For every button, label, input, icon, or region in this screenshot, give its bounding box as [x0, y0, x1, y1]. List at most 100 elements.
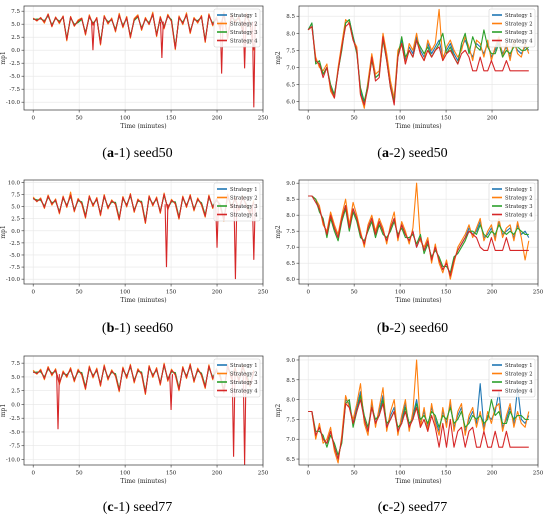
legend-label-1: Strategy 1 — [505, 13, 533, 19]
y-axis-label: mp2 — [275, 51, 282, 65]
y-tick-label: 5.0 — [11, 22, 20, 28]
legend-label-4: Strategy 4 — [505, 39, 533, 45]
x-tick-label: 0 — [31, 116, 35, 122]
legend-box — [488, 182, 536, 222]
y-tick-label: -5.0 — [9, 430, 20, 436]
y-axis-label: mp2 — [275, 404, 282, 418]
x-tick-label: 200 — [212, 116, 223, 122]
chart-a2: 0 50 100 150 200 6.0 6.5 7.0 7.5 8.0 8.5 Time (minu… — [275, 0, 550, 140]
series-spike — [159, 21, 164, 59]
y-axis-label: mp2 — [275, 225, 282, 239]
x-tick-label: 0 — [306, 471, 310, 477]
x-axis-label: Time (minutes) — [120, 123, 166, 130]
caption-b2: (b-2) seed60 — [376, 321, 449, 336]
y-tick-label: 8.0 — [286, 398, 295, 404]
y-tick-label: 7.5 — [11, 9, 20, 15]
chart-svg: 0 50 100 150 200 6.0 6.5 7.0 7.5 8.0 8.5 Time (minu… — [275, 5, 539, 130]
y-tick-label: -2.5 — [9, 61, 20, 67]
y-tick-label: 10.0 — [8, 180, 21, 186]
y-tick-label: 7.5 — [11, 361, 20, 367]
x-tick-label: 250 — [258, 471, 269, 477]
chart-svg: 0 50 100 150 200 250 -10.0 -7.5 -5.0 -2.5 0.0 2.5 5.… — [0, 5, 269, 130]
x-tick-label: 250 — [533, 471, 544, 477]
legend-label-3: Strategy 3 — [230, 30, 258, 36]
y-axis-label: mp1 — [0, 51, 7, 64]
legend-box — [213, 182, 261, 222]
legend-box — [488, 358, 536, 398]
x-axis-label: Time (minutes) — [395, 123, 441, 130]
legend-label-4: Strategy 4 — [230, 39, 258, 45]
plot-frame — [298, 355, 539, 466]
legend-label-2: Strategy 2 — [230, 196, 258, 202]
legend-label-1: Strategy 1 — [505, 363, 533, 369]
legend-label-2: Strategy 2 — [505, 196, 533, 202]
x-tick-label: 100 — [395, 471, 406, 477]
y-tick-label: 8.5 — [286, 378, 295, 384]
series-spike — [251, 204, 256, 260]
y-tick-label: 2.5 — [11, 35, 20, 41]
y-tick-label: 6.5 — [286, 457, 295, 463]
legend-label-4: Strategy 4 — [230, 389, 258, 395]
y-tick-label: 8.0 — [286, 213, 295, 219]
legend-label-2: Strategy 2 — [505, 22, 533, 28]
legend-label-4: Strategy 4 — [505, 213, 533, 219]
x-tick-label: 50 — [351, 290, 358, 296]
x-tick-label: 200 — [487, 116, 498, 122]
y-tick-label: -7.5 — [9, 265, 20, 271]
chart-c2: 0 50 100 150 200 250 6.5 7.0 7.5 8.0 8.5 9.0 Time (m… — [275, 350, 550, 495]
x-tick-label: 0 — [306, 116, 310, 122]
series-spike — [231, 374, 236, 457]
x-tick-label: 150 — [441, 116, 452, 122]
y-tick-label: 6.5 — [286, 261, 295, 267]
legend-label-3: Strategy 3 — [230, 380, 258, 386]
y-tick-label: 7.0 — [286, 245, 295, 251]
legend-label-2: Strategy 2 — [230, 372, 258, 378]
caption-c2: (c-2) seed77 — [377, 500, 448, 515]
x-tick-label: 0 — [31, 471, 35, 477]
series-spike — [233, 204, 238, 280]
series-line-2 — [308, 182, 530, 280]
x-axis-label: Time (minutes) — [120, 297, 166, 304]
caption-b1: (b-1) seed60 — [101, 321, 174, 336]
y-tick-label: 8.5 — [286, 14, 295, 20]
legend-label-3: Strategy 3 — [505, 380, 533, 386]
x-tick-label: 250 — [258, 290, 269, 296]
legend-label-3: Strategy 3 — [230, 204, 258, 210]
series-line-3 — [308, 395, 529, 456]
legend-box — [213, 358, 261, 398]
x-tick-label: 150 — [166, 116, 177, 122]
series-spike — [169, 374, 174, 410]
x-tick-label: 50 — [76, 290, 83, 296]
chart-svg: 0 50 100 150 200 250 -10.0 -7.5 -5.0 -2.5 0.0 2.5 5.… — [0, 179, 269, 304]
x-tick-label: 100 — [120, 471, 131, 477]
y-tick-label: 5.0 — [11, 375, 20, 381]
chart-svg: 0 50 100 150 200 250 -10.0 -7.5 -5.0 -2.5 0.0 2.5 5.… — [0, 355, 269, 485]
x-tick-label: 100 — [120, 116, 131, 122]
plot-frame — [298, 179, 539, 285]
y-tick-label: -2.5 — [9, 416, 20, 422]
y-tick-label: 7.5 — [286, 417, 295, 423]
x-tick-label: 100 — [120, 290, 131, 296]
series-line-4 — [308, 195, 529, 277]
series-spike — [91, 21, 95, 51]
x-axis-label: Time (minutes) — [120, 478, 166, 485]
x-tick-label: 50 — [76, 116, 83, 122]
legend-box — [213, 8, 261, 48]
x-tick-label: 50 — [351, 471, 358, 477]
y-tick-label: 9.0 — [286, 181, 295, 187]
chart-a1: 0 50 100 150 200 250 -10.0 -7.5 -5.0 -2.5 0.0 2.5 5.… — [0, 0, 275, 140]
x-tick-label: 150 — [441, 471, 452, 477]
chart-b1: 0 50 100 150 200 250 -10.0 -7.5 -5.0 -2.5 0.0 2.5 5.… — [0, 174, 275, 314]
y-tick-label: 7.5 — [286, 48, 295, 54]
x-tick-label: 0 — [306, 290, 310, 296]
y-tick-label: 9.0 — [286, 358, 295, 364]
x-tick-label: 150 — [166, 471, 177, 477]
series-spike — [251, 21, 256, 108]
x-tick-label: 150 — [166, 290, 177, 296]
legend-label-3: Strategy 3 — [505, 204, 533, 210]
y-tick-label: 7.5 — [11, 193, 20, 199]
legend-label-3: Strategy 3 — [505, 30, 533, 36]
y-tick-label: -7.5 — [9, 444, 20, 450]
y-tick-label: 2.5 — [11, 389, 20, 395]
y-tick-label: -10.0 — [6, 457, 21, 463]
